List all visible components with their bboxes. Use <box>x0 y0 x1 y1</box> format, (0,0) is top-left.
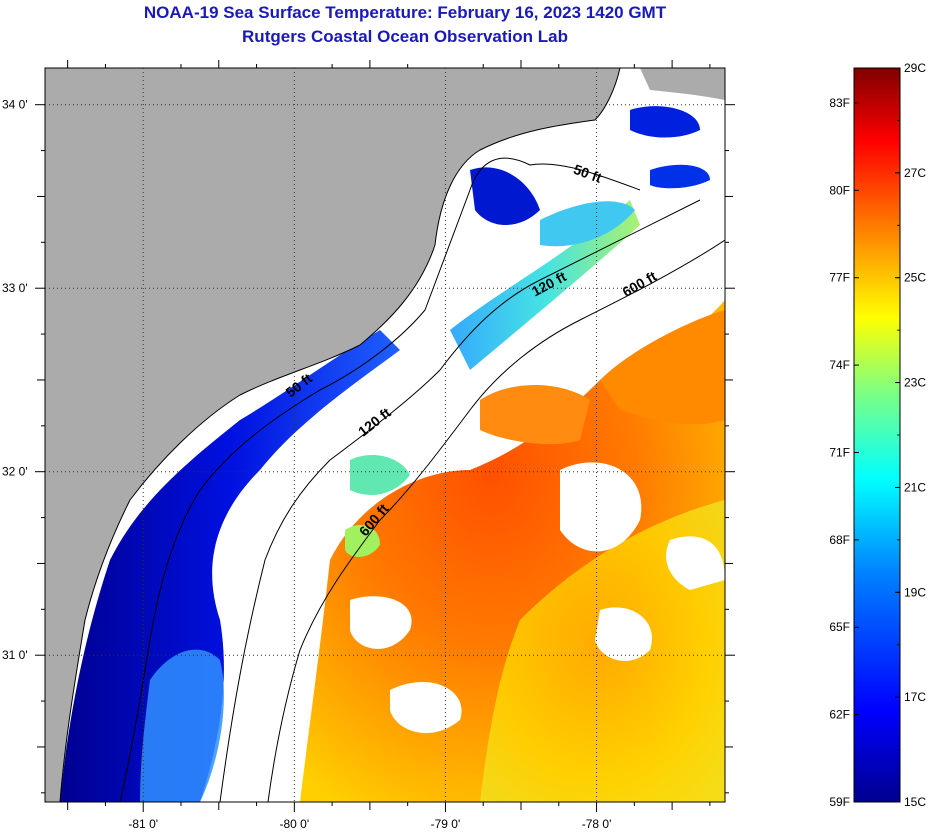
contour-120ft <box>219 199 701 802</box>
land-mass <box>45 68 620 802</box>
cold-coastal-water-ne <box>650 164 710 189</box>
warm-patch-north <box>480 385 590 445</box>
coastline <box>59 68 621 802</box>
lon-tick-label: -79 0' <box>431 817 461 831</box>
colorbar-fahrenheit-label: 77F <box>829 271 850 285</box>
cloud-patch <box>666 536 725 590</box>
map-title: NOAA-19 Sea Surface Temperature: Februar… <box>143 3 667 22</box>
land-mass-ne <box>640 68 725 100</box>
colorbar-celsius-label: 29C <box>904 61 926 75</box>
map-frame <box>44 67 726 803</box>
axis-ticks <box>35 60 735 812</box>
colorbar-labels: 29C 27C 25C 23C 21C 19C 17C 15C 83F 80F 77F 74F 71F 6… <box>829 61 926 809</box>
cold-coastal-water-north <box>470 167 540 225</box>
cold-coastal-water-ne <box>630 106 700 138</box>
cold-coastal-water <box>60 330 400 802</box>
colorbar-fahrenheit-label: 65F <box>829 620 850 634</box>
colorbar-celsius-label: 23C <box>904 376 926 390</box>
colorbar <box>853 67 901 803</box>
colorbar-fahrenheit-label: 62F <box>829 708 850 722</box>
contour-50ft <box>119 157 641 802</box>
cloud-patch <box>560 462 642 552</box>
sst-image <box>45 68 725 802</box>
cloud-patch <box>390 681 462 734</box>
contour-600ft <box>267 239 725 802</box>
midshelf-water-north <box>540 201 635 247</box>
warm-patch-east <box>600 310 725 425</box>
midshelf-water-south <box>345 525 380 557</box>
colorbar-fahrenheit-label: 74F <box>829 358 850 372</box>
lat-tick-label: 32 0' <box>2 465 28 479</box>
colorbar-fahrenheit-label: 80F <box>829 183 850 197</box>
colorbar-celsius-label: 19C <box>904 585 926 599</box>
cloud-patch <box>350 596 412 649</box>
lon-tick-label: -80 0' <box>280 817 310 831</box>
lat-tick-label: 33 0' <box>2 281 28 295</box>
map-subtitle: Rutgers Coastal Ocean Observation Lab <box>242 27 568 46</box>
midshelf-water <box>450 200 640 370</box>
lat-tick-label: 34 0' <box>2 98 28 112</box>
colorbar-celsius-label: 15C <box>904 795 926 809</box>
colorbar-celsius-label: 17C <box>904 690 926 704</box>
axis-labels: -81 0' -80 0' -79 0' -78 0' 34 0' 33 0' 32 0' 3… <box>2 98 611 831</box>
colorbar-fahrenheit-label: 71F <box>829 445 850 459</box>
colorbar-celsius-label: 25C <box>904 271 926 285</box>
colorbar-celsius-label: 27C <box>904 166 926 180</box>
colorbar-fahrenheit-label: 59F <box>829 795 850 809</box>
colorbar-celsius-label: 21C <box>904 480 926 494</box>
lon-tick-label: -78 0' <box>582 817 612 831</box>
graticule <box>45 68 725 802</box>
cold-coastal-water-lighter <box>140 649 224 802</box>
lon-tick-label: -81 0' <box>128 817 158 831</box>
midshelf-water-south <box>350 455 410 495</box>
colorbar-fahrenheit-label: 83F <box>829 96 850 110</box>
lat-tick-label: 31 0' <box>2 648 28 662</box>
colorbar-fahrenheit-label: 68F <box>829 533 850 547</box>
cloud-patch <box>595 607 652 661</box>
